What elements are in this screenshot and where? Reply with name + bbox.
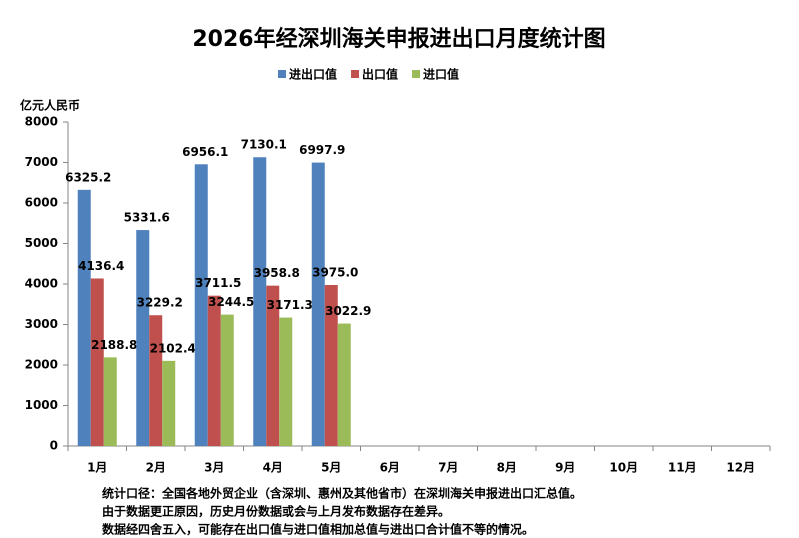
- data-label: 3229.2: [137, 296, 183, 310]
- data-label: 6997.9: [299, 143, 345, 157]
- x-tick-label: 4月: [263, 461, 283, 475]
- y-tick-label: 8000: [25, 115, 58, 129]
- legend-label: 进口值: [423, 67, 459, 82]
- bar: [311, 162, 325, 446]
- legend-swatch: [351, 70, 360, 78]
- data-label: 2102.4: [150, 341, 196, 355]
- y-tick-label: 4000: [25, 277, 58, 291]
- note: 数据经四舍五入，可能存在出口值与进口值相加总值与进出口合计值不等的情况。: [102, 522, 534, 537]
- y-tick-label: 0: [50, 439, 58, 453]
- bar: [279, 317, 293, 446]
- data-label: 6956.1: [182, 145, 228, 159]
- data-label: 3171.3: [267, 298, 313, 312]
- bar: [77, 189, 91, 446]
- x-tick-label: 12月: [726, 461, 755, 475]
- x-tick-label: 1月: [87, 461, 107, 475]
- bar: [207, 295, 221, 446]
- bar: [136, 230, 150, 446]
- bar: [253, 157, 267, 446]
- bar: [103, 357, 117, 446]
- bar: [90, 278, 104, 446]
- x-tick-label: 7月: [438, 461, 458, 475]
- note: 由于数据更正原因，历史月份数据或会与上月发布数据存在差异。: [102, 504, 450, 519]
- data-label: 3975.0: [312, 266, 358, 280]
- x-tick-label: 3月: [204, 461, 224, 475]
- y-tick-label: 5000: [25, 236, 58, 250]
- bar: [220, 314, 234, 446]
- legend-swatch: [412, 70, 421, 78]
- data-label: 7130.1: [241, 138, 287, 152]
- data-label: 3711.5: [195, 276, 241, 290]
- bar: [337, 323, 351, 446]
- bar: [149, 315, 163, 446]
- bar: [324, 285, 338, 446]
- x-tick-label: 11月: [668, 461, 697, 475]
- data-label: 5331.6: [124, 211, 170, 225]
- bar: [194, 164, 208, 446]
- note: 统计口径：全国各地外贸企业（含深圳、惠州及其他省市）在深圳海关申报进出口汇总值。: [102, 486, 582, 501]
- x-tick-label: 6月: [380, 461, 400, 475]
- x-tick-label: 2月: [146, 461, 166, 475]
- chart-title: 2026年经深圳海关申报进出口月度统计图: [192, 26, 605, 52]
- data-label: 3958.8: [254, 266, 300, 280]
- y-tick-label: 3000: [25, 317, 58, 331]
- y-tick-label: 6000: [25, 196, 58, 210]
- x-tick-label: 10月: [609, 461, 638, 475]
- y-tick-label: 1000: [25, 398, 58, 412]
- data-label: 4136.4: [78, 259, 124, 273]
- x-tick-label: 8月: [497, 461, 517, 475]
- data-label: 3022.9: [325, 304, 371, 318]
- y-tick-label: 2000: [25, 358, 58, 372]
- legend-label: 出口值: [362, 67, 398, 82]
- legend-label: 进出口值: [289, 67, 337, 82]
- bar: [162, 360, 176, 446]
- y-tick-label: 7000: [25, 155, 58, 169]
- data-label: 3244.5: [208, 295, 254, 309]
- data-label: 6325.2: [65, 170, 111, 184]
- bar: [266, 285, 280, 446]
- x-tick-label: 5月: [321, 461, 341, 475]
- y-axis-label: 亿元人民币: [20, 98, 80, 113]
- legend-swatch: [278, 70, 286, 78]
- x-tick-label: 9月: [555, 461, 575, 475]
- data-label: 2188.8: [91, 338, 137, 352]
